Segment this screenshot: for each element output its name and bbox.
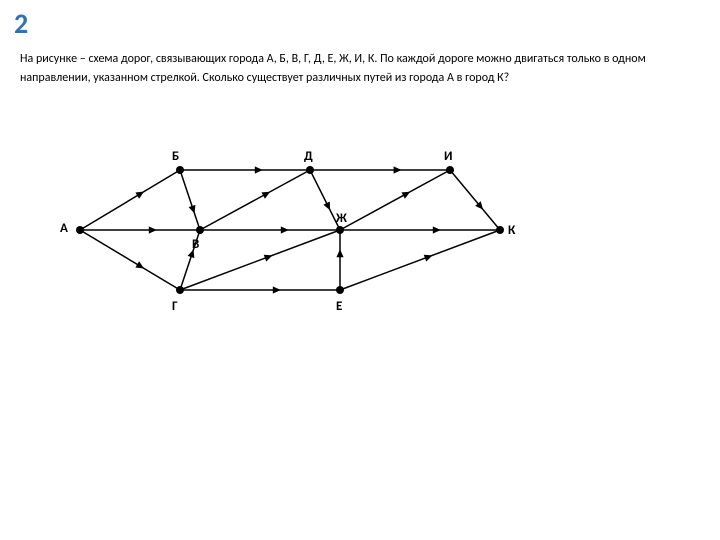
node-label-A: А [60,221,68,236]
arrowhead-icon [255,166,263,173]
arrowhead-icon [394,166,402,173]
node-label-V: В [192,237,199,252]
node-B [176,166,184,174]
node-G [176,286,184,294]
edge-ZH-I [340,170,450,230]
problem-text: На рисунке – схема дорог, связывающих го… [20,50,700,88]
edge-A-G [80,230,180,290]
edge-E-K [340,230,500,290]
arrowhead-icon [433,226,441,233]
node-label-D: Д [304,149,313,164]
arrowhead-icon [273,286,281,293]
arrowhead-icon [281,226,289,233]
edge-I-K [450,170,500,230]
node-D [306,166,314,174]
edge-G-ZH [180,230,340,290]
node-V [196,226,204,234]
node-K [496,226,504,234]
node-label-G: Г [172,299,178,314]
arrowhead-icon [336,249,343,257]
node-I [446,166,454,174]
node-label-ZH: Ж [335,211,347,226]
edge-B-V [180,170,200,230]
problem-number: 2 [14,6,28,41]
edge-A-B [80,170,180,230]
node-ZH [336,226,344,234]
arrowhead-icon [264,255,273,262]
arrowhead-icon [149,226,157,233]
graph-diagram: А Б В Г Д Ж Е И К [60,130,580,330]
node-label-I: И [444,149,452,164]
node-A [76,226,84,234]
node-E [336,286,344,294]
node-label-K: К [508,223,516,238]
edge-V-D [200,170,310,230]
node-label-B: Б [172,149,179,164]
arrowhead-icon [189,205,196,214]
arrowhead-icon [424,255,433,262]
node-label-E: Е [336,299,342,314]
